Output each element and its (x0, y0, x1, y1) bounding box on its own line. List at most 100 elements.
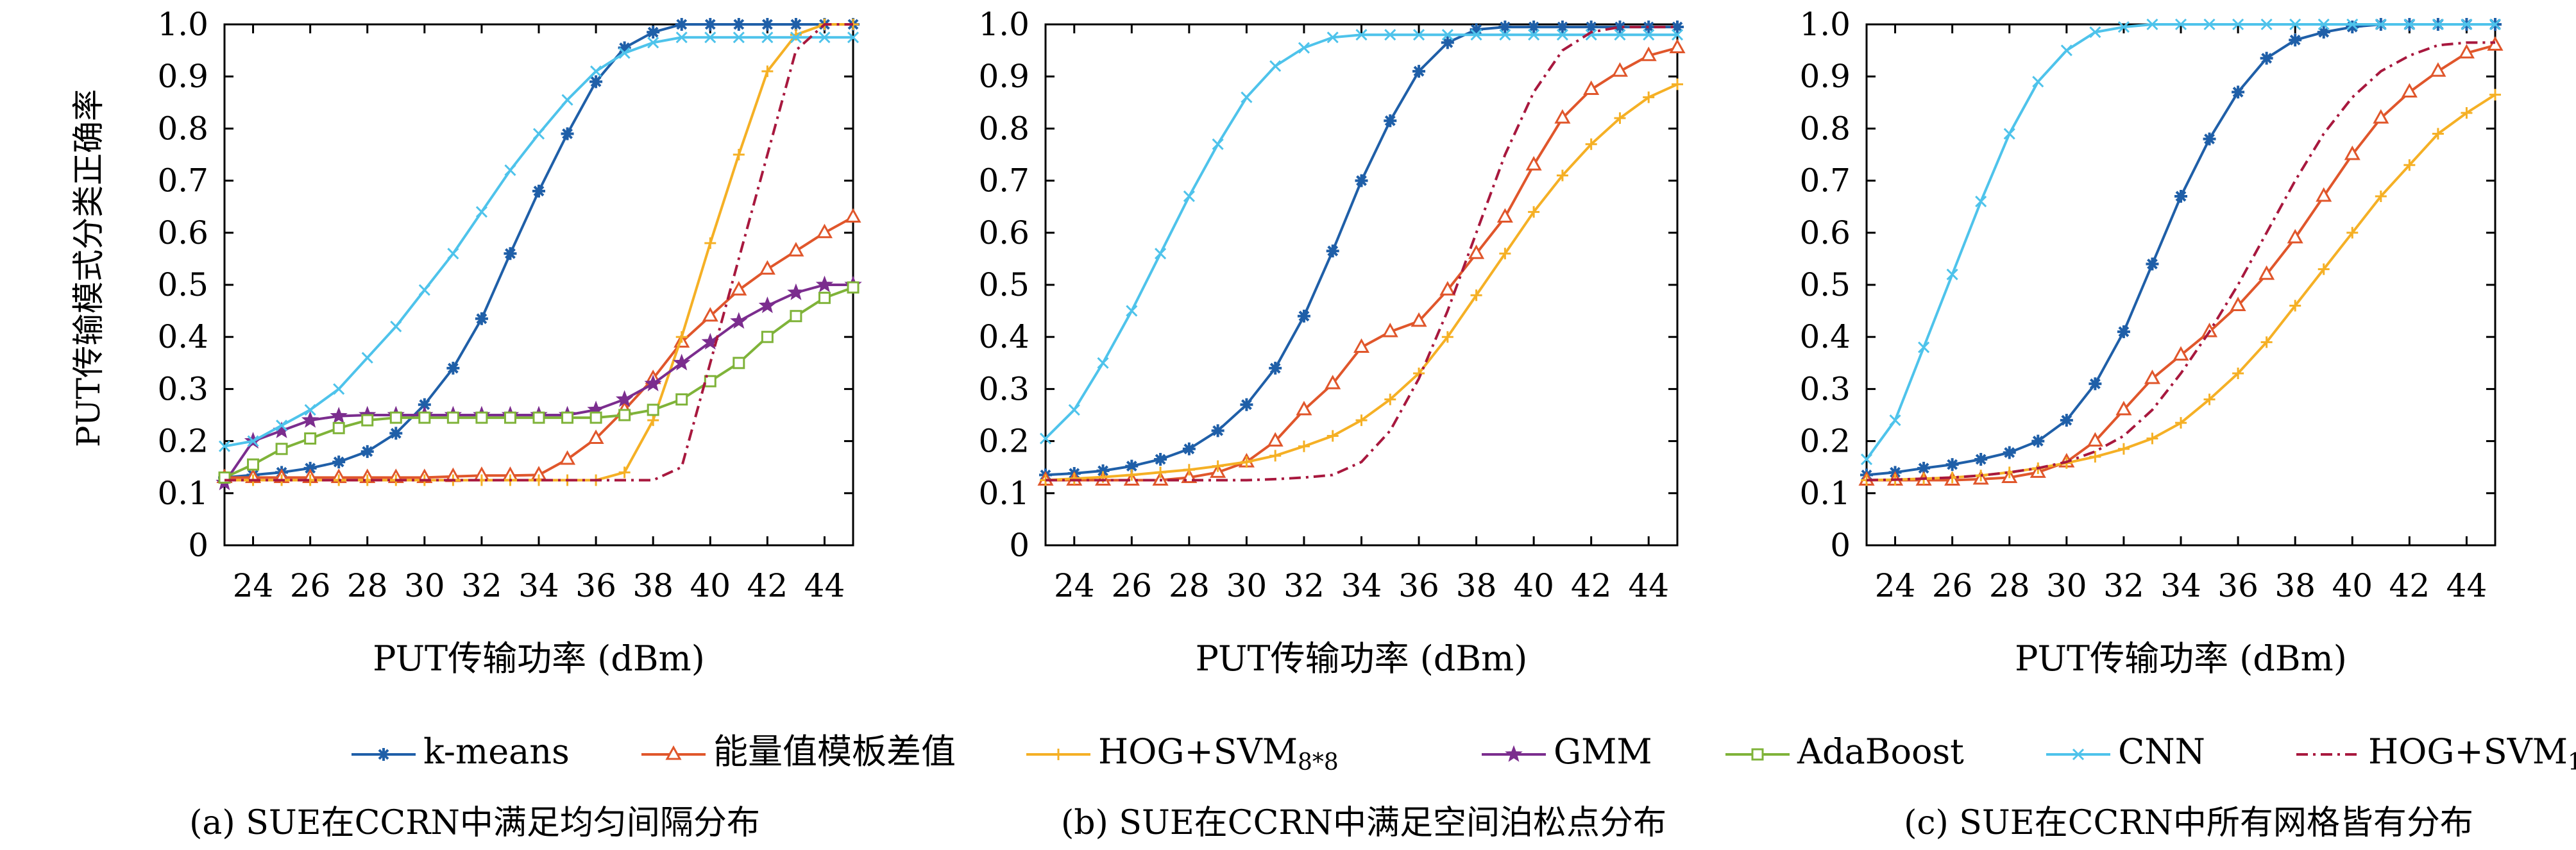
data-point (532, 128, 545, 140)
ylabel-group: PUT传输模式分类正确率 (70, 89, 107, 447)
y-tick-label: 0.4 (157, 318, 208, 355)
data-point (618, 466, 631, 479)
data-point (1470, 23, 1483, 37)
data-point (2232, 18, 2244, 31)
data-point (1212, 138, 1224, 150)
data-point (2346, 21, 2359, 34)
data-point (2344, 145, 2360, 160)
series-CNN (1860, 18, 2502, 466)
data-point (2003, 128, 2015, 140)
data-point (1583, 80, 1600, 95)
data-point (561, 127, 574, 140)
data-point (1297, 309, 1310, 323)
data-point (276, 420, 288, 432)
data-point (1614, 112, 1626, 124)
legend-item: 能量值模板差值 (641, 731, 956, 772)
y-tick-label: 1.0 (978, 6, 1030, 43)
y-tick-label: 0.6 (978, 214, 1030, 251)
data-point (1441, 331, 1453, 343)
data-point (818, 31, 831, 44)
data-point (1468, 244, 1485, 259)
data-point (1126, 305, 1138, 317)
data-point (504, 164, 516, 176)
x-tick-label: 34 (1341, 567, 1382, 604)
data-point (2258, 265, 2275, 280)
data-point (1384, 114, 1397, 128)
data-point (590, 65, 602, 78)
data-point (2203, 132, 2216, 146)
data-point (2060, 414, 2073, 427)
y-tick-label: 0.9 (157, 58, 208, 95)
y-tick-label: 0.6 (157, 214, 208, 251)
series-line (1045, 26, 1677, 477)
data-point (1096, 464, 1110, 477)
data-point (333, 383, 345, 395)
x-tick-label: 40 (2332, 567, 2373, 604)
series-k-means (1860, 18, 2502, 482)
data-point (1585, 29, 1597, 41)
data-point (1499, 29, 1511, 41)
series-HOG+SVM16*16 (1046, 26, 1677, 482)
data-point (1298, 440, 1310, 452)
y-tick-label: 0.3 (978, 370, 1030, 407)
data-point (2430, 62, 2446, 77)
x-tick-label: 42 (2389, 567, 2430, 604)
data-point (2146, 432, 2158, 445)
y-tick-label: 0.7 (157, 162, 208, 200)
y-tick-label: 0 (1009, 527, 1030, 564)
y-tick-label: 0.5 (978, 266, 1030, 303)
data-point (1384, 29, 1396, 41)
data-point (2146, 18, 2158, 31)
data-point (2174, 18, 2187, 31)
data-point (1640, 46, 1657, 62)
data-point (1353, 338, 1370, 353)
data-point (761, 31, 774, 44)
data-point (816, 223, 833, 239)
data-point (845, 208, 861, 223)
data-point (2173, 346, 2189, 361)
data-point (361, 414, 374, 427)
x-tick-label: 40 (690, 567, 731, 604)
data-point (1671, 21, 1684, 34)
y-axis-label: PUT传输模式分类正确率 (70, 89, 107, 447)
x-tick-label: 26 (1932, 567, 1973, 604)
y-tick-label: 0.5 (1799, 266, 1851, 303)
plot-frame (1865, 23, 2496, 547)
data-point (1355, 414, 1368, 427)
chart-panel-c: 0 0.1 0.2 0.3 0.4 0.5 0.6 0.7 0.8 0.9 1.0 24 26 28 30 3… (1799, 6, 2504, 679)
data-point (1241, 91, 1253, 103)
data-point (418, 411, 431, 424)
data-point (2232, 85, 2245, 99)
plot-frame (1044, 23, 1679, 547)
chart-panel-b: 0 0.1 0.2 0.3 0.4 0.5 0.6 0.7 0.8 0.9 1.0 24 26 28 30 3… (978, 6, 1686, 679)
series-HOG+SVM16*16 (225, 23, 853, 482)
legend-marker (2072, 748, 2085, 761)
data-point (1643, 29, 1655, 41)
series-GMM (216, 275, 862, 491)
legend-item: HOG+SVM8*8 (1026, 731, 1339, 776)
y-tick-label: 0.5 (157, 266, 208, 303)
data-point (561, 411, 574, 424)
x-tick-label: 32 (461, 567, 502, 604)
series-能量值模板差值 (1037, 38, 1686, 486)
data-point (2289, 300, 2301, 312)
series-HOG+SVM16*16 (1866, 41, 2495, 482)
data-point (1355, 29, 1368, 41)
x-tick-label: 38 (2275, 567, 2316, 604)
data-point (2203, 393, 2216, 405)
data-point (2260, 51, 2273, 65)
data-point (815, 275, 834, 293)
y-tick-label: 0.2 (978, 423, 1030, 460)
data-point (733, 149, 745, 160)
data-point (2117, 443, 2130, 455)
data-point (1412, 65, 1426, 78)
data-point (301, 411, 319, 428)
data-point (1441, 29, 1453, 41)
data-point (675, 31, 688, 44)
legend-item: AdaBoost (1725, 731, 1964, 772)
data-point (247, 458, 260, 471)
data-point (1643, 91, 1655, 103)
data-point (1183, 190, 1195, 203)
legend-label: AdaBoost (1797, 731, 1964, 772)
series-line (225, 216, 854, 479)
